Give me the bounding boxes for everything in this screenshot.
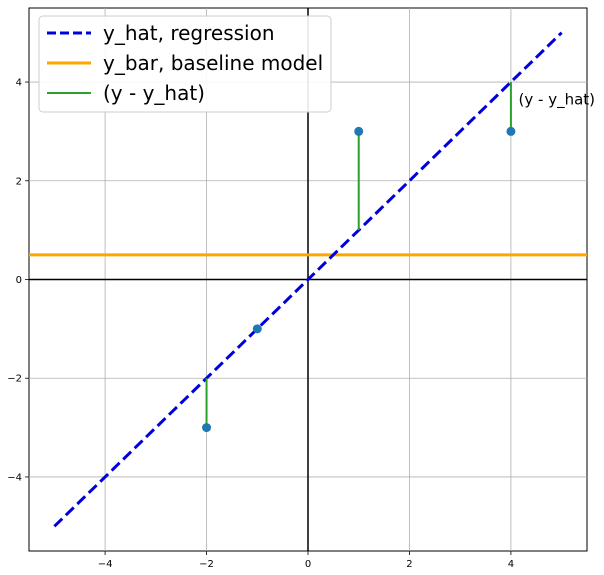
x-tick-label: 2 xyxy=(406,559,412,570)
y-tick-label: −4 xyxy=(7,472,22,483)
legend-box xyxy=(38,15,332,113)
x-tick-label: −4 xyxy=(98,559,113,570)
point-layer xyxy=(202,126,516,433)
legend-label-residual: (y - y_hat) xyxy=(103,81,205,105)
legend-label-baseline: y_bar, baseline model xyxy=(103,51,323,75)
regression-line xyxy=(53,31,563,528)
x-tick-label: 4 xyxy=(508,559,514,570)
residual-layer xyxy=(205,82,512,428)
y-tick-label: −2 xyxy=(7,374,22,385)
annotation-layer: (y - y_hat) xyxy=(519,90,596,109)
residual-annotation: (y - y_hat) xyxy=(519,90,596,109)
x-tick-label: 0 xyxy=(305,559,311,570)
tick-layer: −4 −2 0 2 4 −4 −2 0 2 4 xyxy=(7,78,514,570)
x-tick-label: −2 xyxy=(199,559,214,570)
data-point xyxy=(252,324,262,334)
y-tick-label: 0 xyxy=(16,275,22,286)
legend: y_hat, regression y_bar, baseline model … xyxy=(38,15,332,113)
regression-layer xyxy=(53,31,563,528)
data-point xyxy=(354,126,364,136)
legend-label-regression: y_hat, regression xyxy=(103,21,275,45)
data-point xyxy=(506,126,516,136)
y-tick-label: 2 xyxy=(16,176,22,187)
data-point xyxy=(202,423,212,433)
y-tick-label: 4 xyxy=(16,78,22,89)
